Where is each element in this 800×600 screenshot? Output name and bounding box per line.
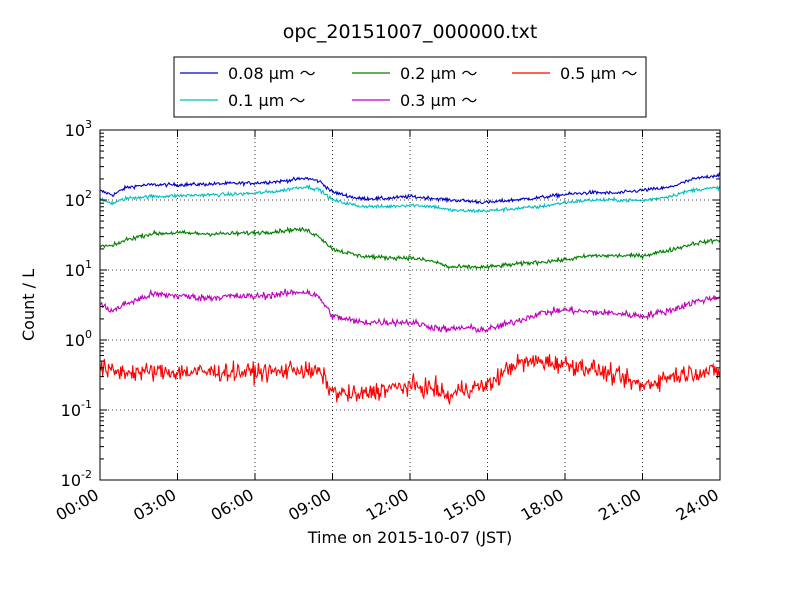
- x-tick-label: 24:00: [673, 485, 722, 525]
- x-tick-label: 12:00: [363, 485, 412, 525]
- y-tick-label: 101: [65, 258, 92, 280]
- legend-label-1: 0.1 μm ～: [228, 91, 305, 110]
- y-tick-label: 102: [65, 188, 92, 210]
- y-tick-label: 100: [65, 328, 92, 350]
- legend: 0.08 μm ～ 0.1 μm ～ 0.2 μm ～ 0.3 μm ～ 0.5 μm …: [173, 56, 647, 118]
- y-axis: 10-2 10-1 100 101 102 103: [61, 118, 720, 490]
- x-tick-label: 06:00: [208, 485, 257, 525]
- legend-label-3: 0.3 μm ～: [400, 91, 477, 110]
- y-tick-label: 10-1: [61, 398, 92, 420]
- x-axis-label: Time on 2015-10-07 (JST): [307, 528, 512, 547]
- x-tick-label: 18:00: [518, 485, 567, 525]
- legend-box: [173, 56, 647, 118]
- y-tick-label: 10-2: [61, 468, 92, 490]
- x-axis: 00:00 03:00 06:00 09:00 12:00 15:00 18:00 21:00…: [53, 130, 722, 525]
- series-line-2: [99, 226, 721, 270]
- y-axis-label: Count / L: [19, 269, 38, 341]
- legend-label-2: 0.2 μm ～: [400, 64, 477, 83]
- x-tick-label: 09:00: [285, 485, 334, 525]
- series-line-4: [99, 353, 721, 406]
- legend-label-4: 0.5 μm ～: [560, 64, 637, 83]
- series-line-0: [99, 171, 721, 205]
- x-tick-label: 00:00: [53, 485, 102, 525]
- grid: [100, 130, 720, 480]
- chart-title: opc_20151007_000000.txt: [283, 21, 538, 43]
- y-tick-label: 103: [65, 118, 92, 140]
- x-tick-label: 03:00: [130, 485, 179, 525]
- series-line-3: [99, 288, 721, 334]
- series-lines: [99, 171, 721, 406]
- x-tick-label: 15:00: [440, 485, 489, 525]
- legend-label-0: 0.08 μm ～: [228, 64, 316, 83]
- x-tick-label: 21:00: [595, 485, 644, 525]
- series-line-1: [99, 184, 721, 214]
